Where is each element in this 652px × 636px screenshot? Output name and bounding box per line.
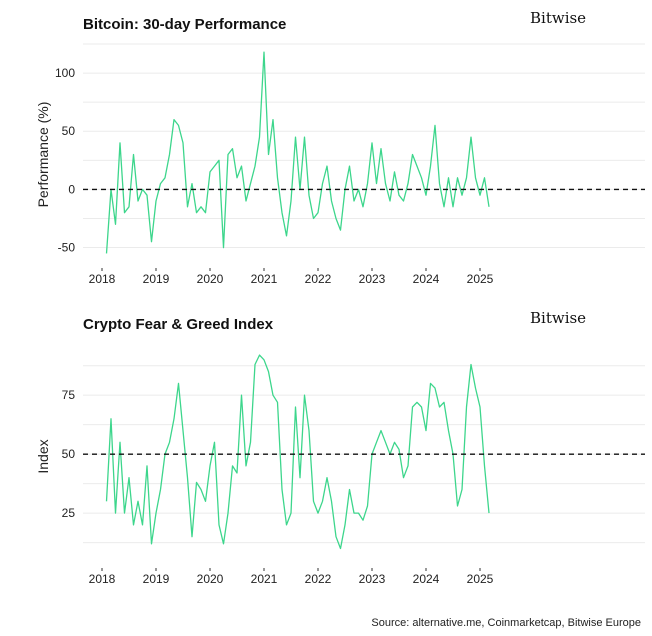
chart-title: Crypto Fear & Greed Index <box>83 316 274 333</box>
x-tick-label: 2021 <box>251 572 278 586</box>
y-tick-label: 25 <box>62 506 76 520</box>
x-tick-label: 2022 <box>305 272 332 286</box>
y-axis-label: Index <box>35 439 51 473</box>
fear-greed-panel: Crypto Fear & Greed Index Bitwise 25 50 75… <box>35 309 645 586</box>
x-tick-label: 2024 <box>413 272 440 286</box>
performance-panel: Bitcoin: 30-day Performance Bitwise -50 0… <box>35 9 645 286</box>
x-tick-label: 2020 <box>197 572 224 586</box>
x-tick-label: 2023 <box>359 572 386 586</box>
x-tick-label: 2018 <box>89 572 116 586</box>
y-tick-label: -50 <box>58 241 76 255</box>
x-tick-label: 2020 <box>197 272 224 286</box>
x-tick-label: 2019 <box>143 572 170 586</box>
chart-title: Bitcoin: 30-day Performance <box>83 16 286 33</box>
y-tick-label: 50 <box>62 447 76 461</box>
y-tick-label: 50 <box>62 124 76 138</box>
x-tick-label: 2024 <box>413 572 440 586</box>
x-tick-label: 2022 <box>305 572 332 586</box>
x-tick-label: 2023 <box>359 272 386 286</box>
series-line <box>105 51 490 254</box>
y-tick-label: 100 <box>55 66 75 80</box>
x-tick-label: 2025 <box>467 572 494 586</box>
source-note: Source: alternative.me, Coinmarketcap, B… <box>371 617 641 629</box>
x-tick-label: 2021 <box>251 272 278 286</box>
series-line <box>105 354 490 550</box>
y-tick-label: 75 <box>62 388 76 402</box>
x-tick-label: 2019 <box>143 272 170 286</box>
x-tick-label: 2018 <box>89 272 116 286</box>
bitwise-logo: Bitwise <box>530 309 586 327</box>
x-tick-label: 2025 <box>467 272 494 286</box>
y-axis-label: Performance (%) <box>35 102 51 208</box>
y-tick-label: 0 <box>68 182 75 196</box>
bitwise-logo: Bitwise <box>530 9 586 27</box>
